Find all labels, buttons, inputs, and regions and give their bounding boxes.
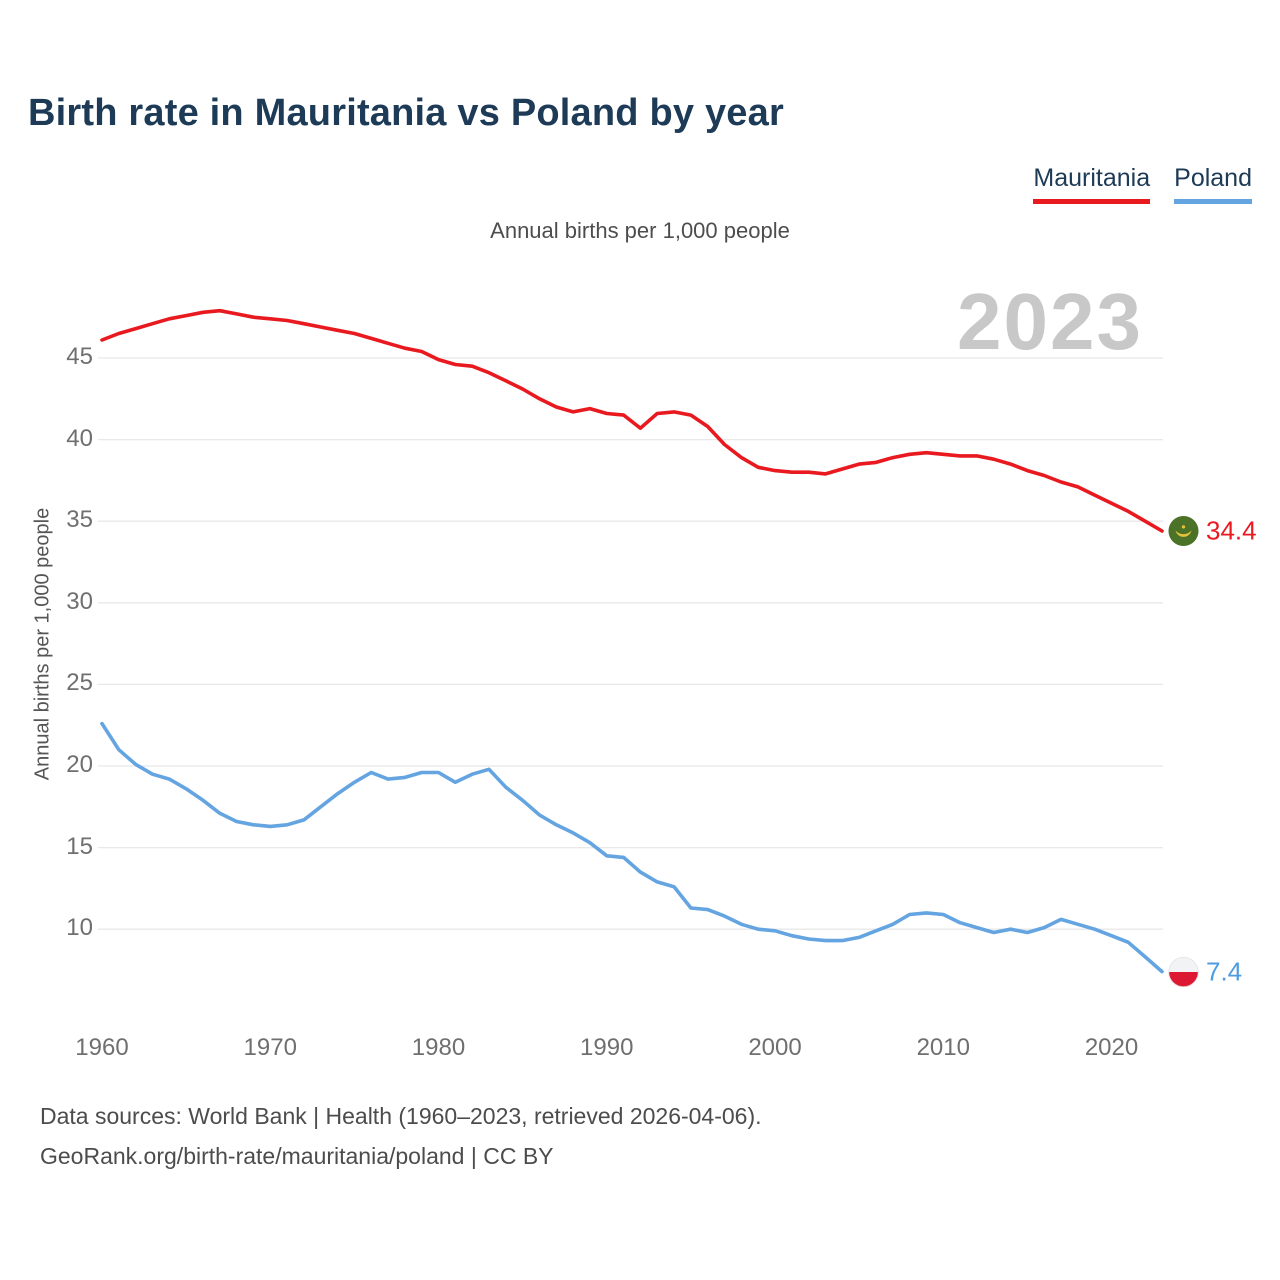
y-tick-label: 25 [66,669,93,697]
series-line-poland [100,721,1164,974]
y-tick-label: 20 [66,750,93,778]
y-tick-label: 15 [66,832,93,860]
x-tick-label: 1980 [411,1034,466,1061]
footer-attribution: Data sources: World Bank | Health (1960–… [40,1096,762,1176]
page-title: Birth rate in Mauritania vs Poland by ye… [28,92,784,134]
mauritania-flag-icon [1168,515,1199,546]
footer-sources: Data sources: World Bank | Health (1960–… [40,1103,762,1129]
y-tick-label: 30 [66,587,93,615]
end-value-poland: 7.4 [1206,956,1243,987]
watermark-year: 2023 [957,277,1143,366]
x-tick-label: 1990 [580,1034,634,1061]
poland-flag-icon [1168,956,1199,987]
x-tick-label: 2020 [1084,1034,1139,1061]
x-tick-label: 1960 [75,1034,129,1061]
series-line-mauritania [100,308,1164,533]
chart-subtitle: Annual births per 1,000 people [490,218,790,243]
x-tick-label: 2000 [748,1034,802,1061]
end-label-mauritania: 34.4 [1168,515,1257,546]
end-label-poland: 7.4 [1168,956,1242,987]
x-tick-label: 1970 [243,1034,297,1061]
x-tick-label: 2010 [916,1034,970,1061]
y-tick-label: 40 [66,424,93,452]
y-tick-label: 10 [66,914,93,942]
footer-license: GeoRank.org/birth-rate/mauritania/poland… [40,1143,554,1169]
legend-item-mauritania[interactable]: Mauritania [1033,164,1151,204]
legend-item-poland[interactable]: Poland [1174,164,1252,204]
y-tick-label: 35 [66,506,93,534]
chart-legend: Mauritania Poland [1033,164,1252,204]
end-value-mauritania: 34.4 [1206,515,1257,546]
y-tick-label: 45 [66,342,93,370]
